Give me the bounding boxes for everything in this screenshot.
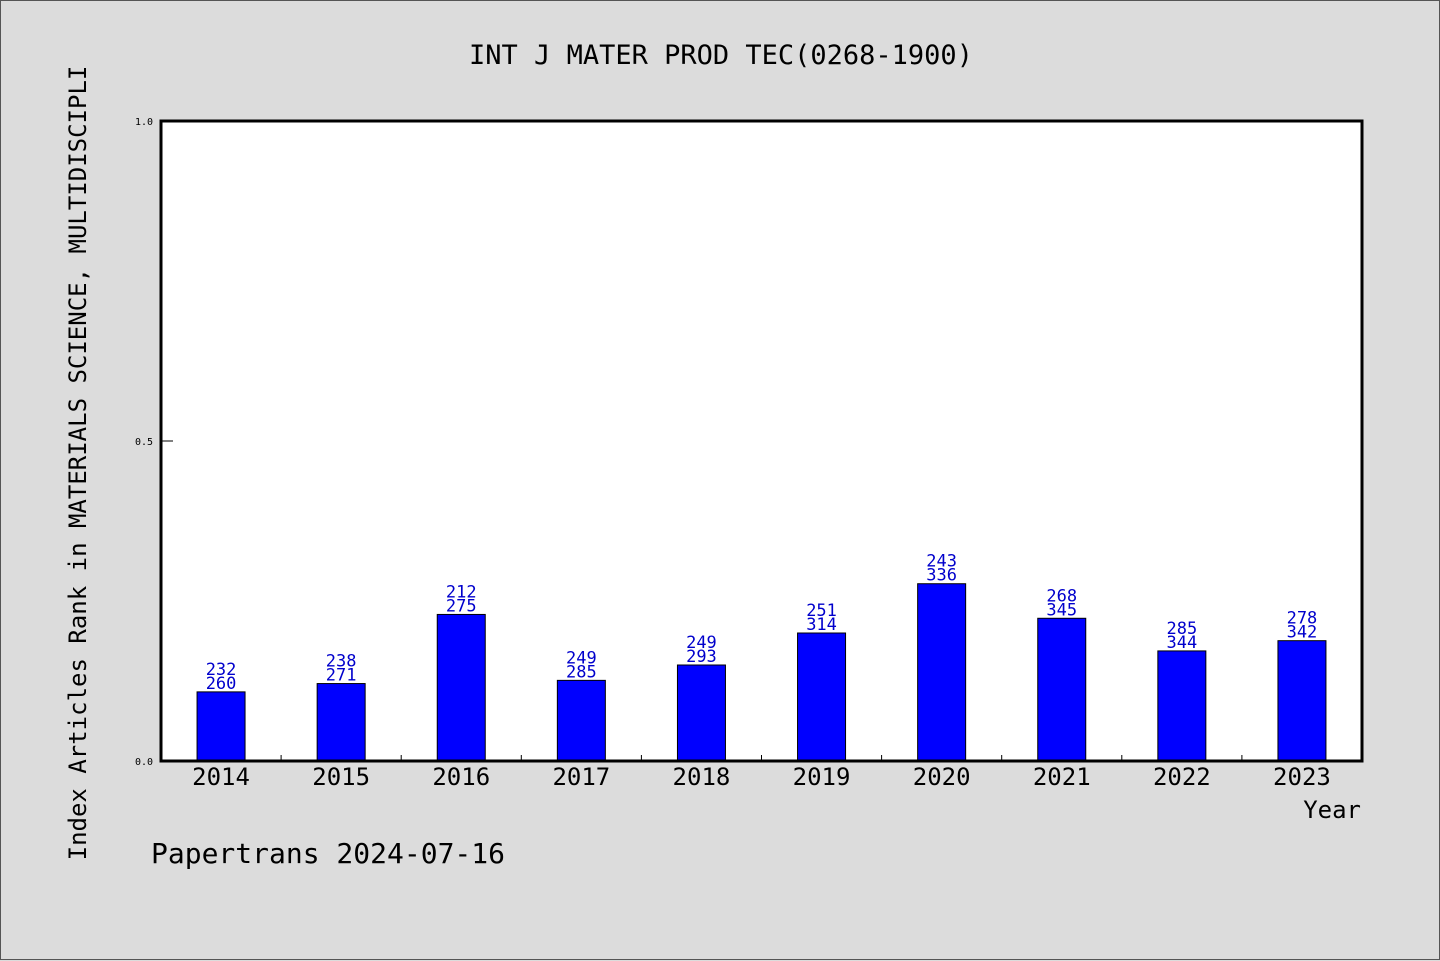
data-label-top: 232 xyxy=(206,660,237,680)
y-tick-label: 0.0 xyxy=(135,757,153,768)
x-tick-label: 2016 xyxy=(432,763,490,791)
data-label-bottom: 285 xyxy=(566,662,597,682)
data-label-top: 249 xyxy=(566,648,597,668)
bar-2020 xyxy=(917,583,967,762)
x-tick-label: 2015 xyxy=(312,763,370,791)
bar-series xyxy=(196,583,1327,762)
data-label-top: 243 xyxy=(926,552,957,572)
bar-2023 xyxy=(1277,640,1327,762)
x-axis-ticks: 2014 2015 2016 2017 2018 2019 2020 2021 2022 2023 xyxy=(192,755,1331,791)
x-axis-label: Year xyxy=(1303,796,1361,824)
bar-2015 xyxy=(316,683,366,762)
x-tick-label: 2020 xyxy=(913,763,971,791)
bar-2016 xyxy=(436,613,486,762)
data-label-bottom: 344 xyxy=(1166,633,1197,653)
data-label-bottom: 342 xyxy=(1287,623,1318,643)
x-tick-label: 2019 xyxy=(793,763,851,791)
x-tick-label: 2022 xyxy=(1153,763,1211,791)
plot-border xyxy=(159,119,1364,763)
y-axis-label: Index Articles Rank in MATERIALS SCIENCE… xyxy=(64,66,92,861)
y-tick-label: 1.0 xyxy=(135,117,153,128)
x-tick-label: 2018 xyxy=(673,763,731,791)
data-label-top: 268 xyxy=(1046,586,1077,606)
data-label-bottom: 275 xyxy=(446,596,477,616)
chart-title: INT J MATER PROD TEC(0268-1900) xyxy=(469,40,973,71)
y-tick-label: 0.5 xyxy=(135,437,153,448)
data-label-bottom: 336 xyxy=(926,566,957,586)
credit-text: Papertrans 2024-07-16 xyxy=(151,837,505,870)
data-label-top: 251 xyxy=(806,601,837,621)
bar-2014 xyxy=(196,691,246,762)
data-label-bottom: 345 xyxy=(1046,600,1077,620)
data-label-top: 249 xyxy=(686,633,717,653)
data-label-top: 238 xyxy=(326,652,357,672)
data-label-top: 212 xyxy=(446,582,477,602)
x-tick-label: 2017 xyxy=(552,763,610,791)
x-tick-label: 2021 xyxy=(1033,763,1091,791)
data-labels: 2322602382712122752492852492932513142433… xyxy=(206,552,1318,694)
bar-2018 xyxy=(676,664,726,762)
bar-2021 xyxy=(1037,617,1087,762)
data-label-top: 285 xyxy=(1166,619,1197,639)
x-tick-label: 2014 xyxy=(192,763,250,791)
data-label-top: 278 xyxy=(1287,609,1318,629)
bar-2019 xyxy=(797,632,847,762)
data-label-bottom: 271 xyxy=(326,666,357,686)
data-label-bottom: 293 xyxy=(686,647,717,667)
x-tick-label: 2023 xyxy=(1273,763,1331,791)
data-label-bottom: 314 xyxy=(806,615,837,635)
bar-2022 xyxy=(1157,650,1207,762)
data-label-bottom: 260 xyxy=(206,674,237,694)
bar-2017 xyxy=(556,679,606,762)
